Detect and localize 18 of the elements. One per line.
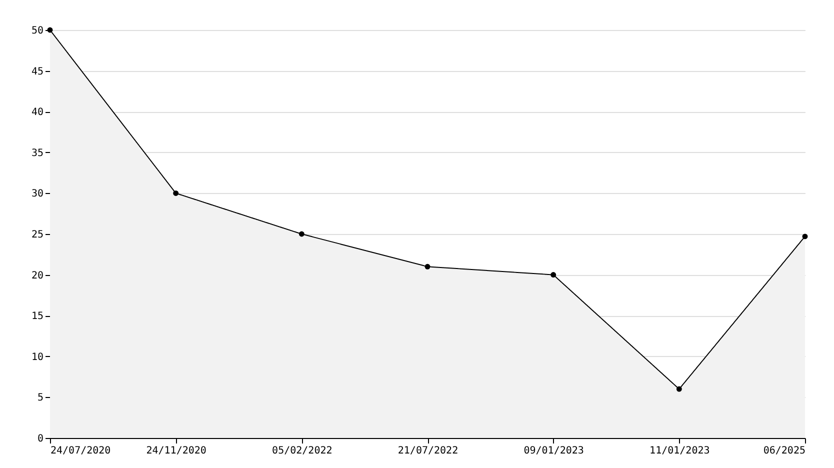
y-tick-label: 10 <box>31 352 44 363</box>
x-tick-label: 11/01/2023 <box>650 446 710 456</box>
y-tick-label: 25 <box>31 230 44 240</box>
y-tick-label: 20 <box>31 270 44 282</box>
y-tick-label: 45 <box>31 66 44 78</box>
y-tick-label: 40 <box>31 107 44 118</box>
y-tick-label: 35 <box>31 148 44 159</box>
y-tick-label: 15 <box>31 311 44 322</box>
x-tick-label: 05/02/2022 <box>272 446 332 456</box>
y-tick-label: 0 <box>37 434 44 444</box>
x-tick-label: 06/2025 <box>763 446 806 456</box>
x-tick-label: 24/11/2020 <box>146 446 206 456</box>
x-tick-label: 09/01/2023 <box>524 446 584 456</box>
x-tick-label: 21/07/2022 <box>398 446 458 456</box>
y-tick-label: 50 <box>31 26 44 36</box>
x-tick-label: 24/07/2020 <box>50 446 111 456</box>
y-tick-label: 5 <box>37 392 44 404</box>
y-tick-label: 30 <box>31 188 44 200</box>
